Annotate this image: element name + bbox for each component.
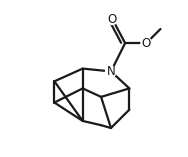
- Text: N: N: [107, 65, 115, 78]
- Circle shape: [107, 14, 118, 24]
- Text: O: O: [142, 37, 151, 50]
- Circle shape: [141, 38, 152, 49]
- Text: O: O: [108, 13, 117, 26]
- Circle shape: [106, 66, 116, 77]
